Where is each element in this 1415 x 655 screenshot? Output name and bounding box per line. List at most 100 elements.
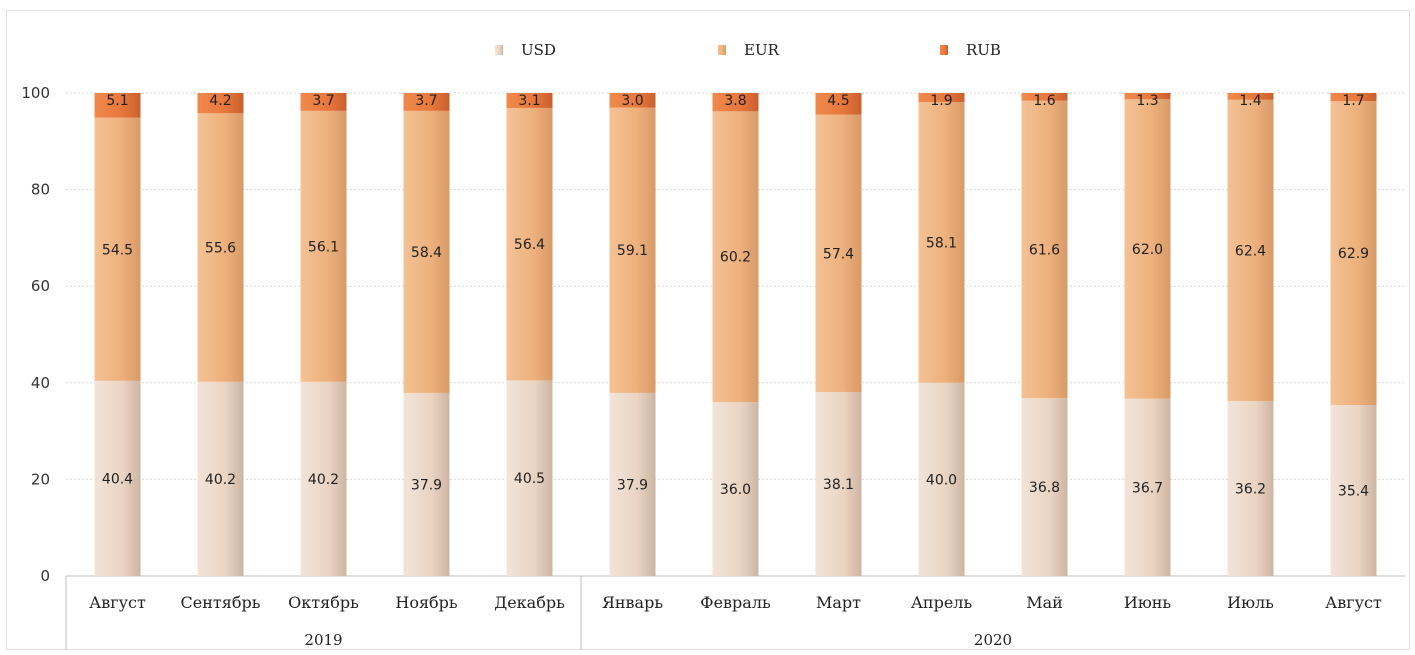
data-label-usd: 40.2	[308, 472, 339, 488]
data-label-usd: 40.5	[514, 471, 545, 487]
bar-usd	[1124, 398, 1171, 576]
data-label-rub: 1.3	[1136, 93, 1158, 109]
legend-label-rub: RUB	[966, 41, 1001, 59]
bar-rub	[712, 93, 759, 112]
x-category-label: Март	[816, 593, 861, 612]
x-category-label: Сентябрь	[181, 593, 261, 612]
bar-eur	[815, 114, 862, 392]
bar-eur	[94, 117, 141, 381]
data-label-usd: 37.9	[617, 477, 648, 493]
bar-rub	[403, 93, 450, 111]
bar-eur	[197, 113, 244, 382]
data-label-eur: 61.6	[1029, 242, 1060, 258]
x-category-label: Июнь	[1124, 593, 1172, 612]
data-label-eur: 55.6	[205, 241, 236, 257]
axes: 0 20 40 60 80 100 2019 2020 Август Сентябрь Октябр…	[21, 84, 1405, 650]
data-label-usd: 36.0	[720, 482, 751, 498]
data-labels: 40.4 54.5 5.1 40.2 55.6 4.2 40.2 56.1 3.7 37.9 58.…	[102, 93, 1369, 500]
data-label-eur: 57.4	[823, 246, 854, 262]
bar-usd	[300, 381, 347, 576]
data-label-eur: 60.2	[720, 250, 751, 266]
data-label-usd: 40.0	[926, 472, 957, 488]
data-label-eur: 62.0	[1132, 242, 1163, 258]
data-label-rub: 4.2	[209, 93, 231, 109]
legend-label-usd: USD	[521, 41, 556, 59]
data-label-rub: 4.5	[827, 93, 849, 109]
x-category-label: Январь	[602, 593, 663, 612]
bar-usd	[94, 380, 141, 576]
bars	[94, 93, 1377, 576]
bar-usd	[197, 381, 244, 576]
y-tick-label: 20	[31, 470, 50, 488]
x-category-label: Июль	[1227, 593, 1274, 612]
bar-usd	[1330, 405, 1377, 576]
x-category-label: Август	[89, 593, 146, 612]
x-category-label: Декабрь	[494, 593, 565, 612]
y-tick-label: 0	[40, 567, 50, 585]
bar-eur	[300, 110, 347, 382]
data-label-rub: 3.8	[724, 93, 746, 109]
legend-swatch-usd	[495, 45, 503, 55]
data-label-eur: 58.4	[411, 245, 442, 261]
bar-eur	[1124, 99, 1171, 399]
bar-eur	[1330, 101, 1377, 406]
bar-usd	[403, 392, 450, 576]
data-label-usd: 36.8	[1029, 480, 1060, 496]
data-label-eur: 62.9	[1338, 246, 1369, 262]
legend-swatch-rub	[940, 45, 948, 55]
y-tick-label: 60	[31, 277, 50, 295]
data-label-rub: 1.7	[1342, 93, 1364, 109]
x-category-label: Май	[1026, 593, 1063, 612]
legend-label-eur: EUR	[744, 41, 780, 59]
bar-usd	[712, 402, 759, 576]
y-tick-label: 100	[21, 84, 50, 102]
bar-usd	[506, 380, 553, 576]
bar-rub	[197, 93, 244, 114]
bar-rub	[506, 93, 553, 108]
data-label-usd: 35.4	[1338, 484, 1369, 500]
bar-eur	[1227, 99, 1274, 402]
bar-usd	[918, 382, 965, 576]
data-label-rub: 3.7	[415, 93, 437, 109]
data-label-usd: 36.2	[1235, 482, 1266, 498]
bar-usd	[609, 392, 656, 576]
bar-rub	[609, 93, 656, 108]
data-label-eur: 54.5	[102, 242, 133, 258]
data-label-rub: 1.9	[930, 93, 952, 109]
legend-swatch-eur	[718, 45, 726, 55]
bar-usd	[1021, 398, 1068, 576]
data-label-usd: 37.9	[411, 477, 442, 493]
x-category-label: Ноябрь	[395, 593, 458, 612]
x-category-label: Август	[1325, 593, 1382, 612]
bar-usd	[1227, 401, 1274, 576]
data-label-rub: 3.7	[312, 93, 334, 109]
data-label-rub: 5.1	[106, 93, 128, 109]
bar-eur	[1021, 100, 1068, 399]
bar-eur	[918, 102, 965, 383]
bar-rub	[94, 93, 141, 118]
bar-eur	[609, 107, 656, 393]
bar-rub	[918, 93, 965, 103]
bar-rub	[1021, 93, 1068, 101]
data-label-rub: 1.4	[1239, 93, 1261, 109]
y-tick-label: 80	[31, 181, 50, 199]
data-label-usd: 40.4	[102, 471, 133, 487]
x-category-label: Февраль	[700, 593, 771, 612]
bar-rub	[815, 93, 862, 115]
x-category-label: Апрель	[911, 593, 973, 612]
x-category-label: Октябрь	[288, 593, 359, 612]
data-label-usd: 36.7	[1132, 480, 1163, 496]
bar-usd	[815, 391, 862, 576]
bar-eur	[712, 111, 759, 403]
bar-rub	[300, 93, 347, 111]
year-label: 2020	[974, 631, 1012, 649]
data-label-rub: 3.0	[621, 93, 643, 109]
bar-rub	[1227, 93, 1274, 100]
data-label-usd: 40.2	[205, 472, 236, 488]
data-label-rub: 3.1	[518, 93, 540, 109]
data-label-eur: 59.1	[617, 243, 648, 259]
bar-eur	[403, 110, 450, 393]
y-tick-label: 40	[31, 374, 50, 392]
data-label-usd: 38.1	[823, 477, 854, 493]
